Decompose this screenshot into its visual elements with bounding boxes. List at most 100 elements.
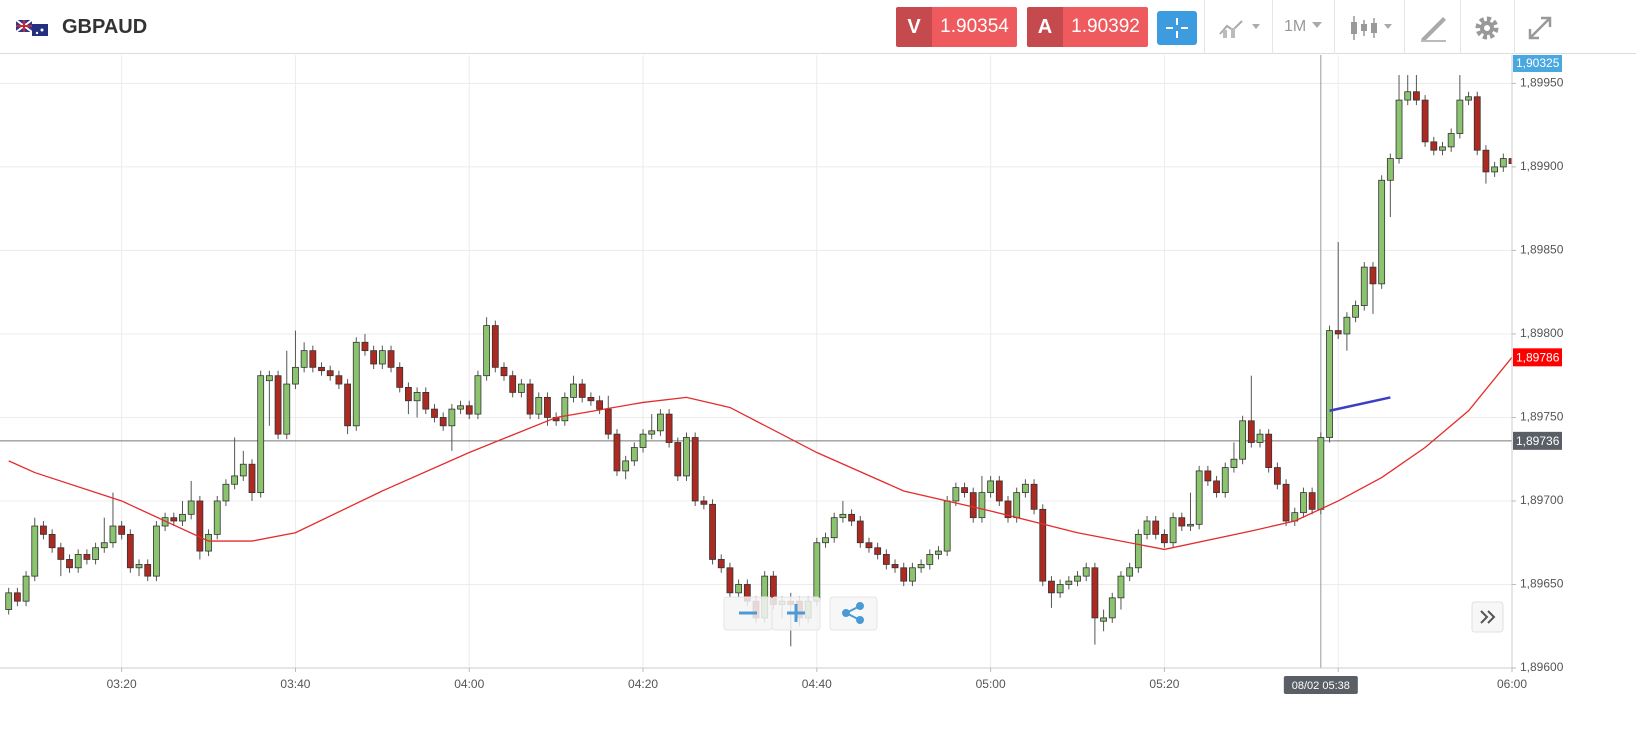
- candle-body: [283, 383, 291, 435]
- candle-body: [526, 383, 534, 415]
- candle-body: [483, 325, 491, 377]
- candle-body: [604, 408, 612, 435]
- candle-body: [1456, 99, 1464, 134]
- candle-body: [231, 475, 239, 485]
- candle-body: [48, 533, 56, 549]
- drawing-tools-button[interactable]: [1418, 14, 1448, 42]
- candle-body: [213, 500, 221, 535]
- candle-body: [1317, 437, 1325, 510]
- candle-body: [1169, 517, 1177, 544]
- candle-body: [83, 554, 91, 560]
- candle-body: [40, 525, 47, 535]
- y-tick-label: 1,89900: [1520, 159, 1564, 173]
- separator: [1404, 0, 1405, 54]
- candle-body: [683, 437, 690, 477]
- candle-body: [465, 405, 473, 415]
- candle-body: [622, 460, 630, 472]
- x-tick-label: 05:00: [976, 677, 1006, 691]
- candle-body: [1282, 483, 1290, 522]
- separator: [1334, 0, 1335, 54]
- top-price-label: 1,90325: [1516, 56, 1560, 70]
- y-tick-label: 1,89600: [1520, 660, 1564, 674]
- candle-body: [1204, 470, 1212, 482]
- candle-body: [735, 584, 743, 594]
- x-tick-label: 04:20: [628, 677, 658, 691]
- candle-body: [1308, 492, 1316, 510]
- candle-body: [726, 567, 734, 594]
- candle-body: [292, 366, 299, 385]
- candle-body: [1465, 96, 1472, 101]
- candle-body: [1421, 99, 1429, 143]
- candle-body: [1439, 146, 1446, 151]
- candle-body: [596, 400, 603, 410]
- candle-body: [1221, 467, 1229, 494]
- candle-body: [126, 533, 134, 569]
- candle-body: [1213, 480, 1220, 494]
- candle-body: [943, 500, 951, 552]
- candle-body: [370, 350, 378, 365]
- candle-body: [1152, 520, 1160, 535]
- ma-badge: [1513, 348, 1562, 367]
- candle-body: [1473, 96, 1481, 151]
- double-chevron-icon: [1480, 610, 1496, 624]
- candle-body: [822, 537, 829, 544]
- candle-body: [109, 525, 117, 544]
- candle-body: [378, 350, 386, 365]
- candle-body: [1091, 567, 1099, 619]
- sell-button[interactable]: V 1.90354: [896, 7, 1017, 47]
- candle-body: [1126, 567, 1134, 577]
- candle-body: [517, 383, 525, 393]
- candle-body: [1499, 158, 1507, 168]
- candle-body: [205, 533, 212, 552]
- crosshair-badge: [1283, 676, 1358, 694]
- candle-body: [544, 397, 551, 418]
- candle-body: [31, 525, 39, 577]
- candle-body: [1300, 492, 1307, 514]
- zoom-controls: [723, 596, 1504, 633]
- candle-body: [657, 413, 664, 432]
- candle-body: [1030, 483, 1038, 510]
- candle-body: [196, 500, 204, 552]
- candle-body: [239, 463, 247, 477]
- buy-button[interactable]: A 1.90392: [1027, 7, 1148, 47]
- candle-body: [1065, 580, 1073, 585]
- candle-body: [830, 517, 838, 539]
- candle-body: [318, 366, 325, 372]
- candle-body: [222, 483, 230, 502]
- timeframe[interactable]: 1M: [1284, 18, 1307, 35]
- separator: [1204, 0, 1205, 54]
- candle-body: [22, 575, 30, 602]
- candle-body: [587, 397, 595, 402]
- separator: [1272, 0, 1273, 54]
- settings-button[interactable]: [1474, 15, 1500, 41]
- trend-line: [1329, 396, 1391, 412]
- candle-body: [1247, 420, 1255, 443]
- candle-body: [891, 564, 899, 569]
- toolbar: GBPAUD V 1.90354 A 1.90392 1M: [0, 0, 1636, 54]
- candle-body: [1082, 567, 1090, 577]
- candle-body: [405, 386, 412, 402]
- candle-body: [665, 413, 673, 443]
- moving-average-line: [8, 356, 1512, 551]
- candle-body: [300, 350, 308, 368]
- candle-body: [1056, 584, 1064, 594]
- candle-body: [265, 375, 273, 382]
- candle-body: [179, 513, 186, 522]
- candle-body: [1430, 141, 1438, 151]
- chart-type-button[interactable]: [1218, 16, 1266, 40]
- candle-body: [1395, 99, 1403, 159]
- candle-body: [813, 542, 821, 602]
- candle-body: [969, 492, 977, 519]
- candle-body: [856, 520, 864, 544]
- candle-body: [700, 500, 708, 505]
- candle-type-button[interactable]: [1348, 14, 1396, 42]
- fullscreen-button[interactable]: [1527, 15, 1553, 41]
- candle-body: [1108, 597, 1116, 619]
- x-tick-label: 03:40: [280, 677, 310, 691]
- candle-body: [396, 366, 404, 388]
- candle-body: [335, 375, 343, 385]
- share-button[interactable]: [829, 596, 878, 631]
- candle-body: [535, 397, 543, 415]
- crosshair-button[interactable]: [1157, 11, 1197, 45]
